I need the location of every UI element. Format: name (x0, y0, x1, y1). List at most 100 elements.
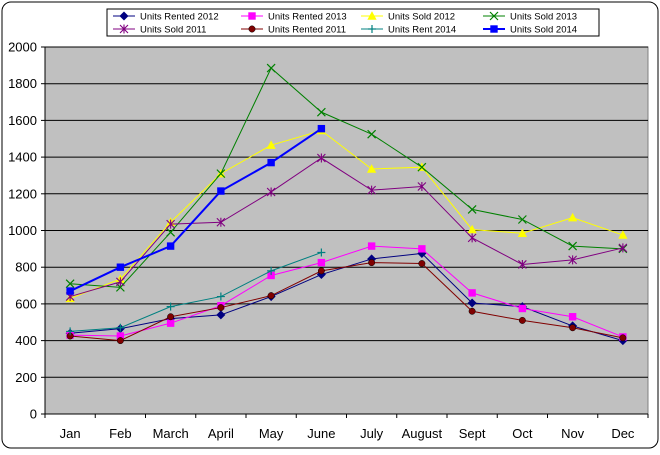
x-tick-label: Sept (459, 426, 486, 441)
data-point (618, 230, 628, 239)
legend-swatch-marker (490, 25, 498, 33)
data-point (316, 153, 326, 163)
data-point (216, 292, 225, 301)
series-line (70, 245, 624, 338)
series-line (69, 157, 623, 298)
legend-item: Units Rented 2012 (113, 11, 219, 23)
data-point (166, 219, 176, 229)
data-point (166, 227, 176, 237)
data-point (467, 298, 477, 308)
x-tick-label: Nov (561, 426, 585, 441)
data-point (367, 185, 377, 195)
y-tick-label: 1200 (8, 186, 37, 201)
data-point (167, 313, 175, 321)
y-tick-label: 800 (15, 260, 37, 275)
y-tick-label: 1400 (8, 150, 37, 165)
data-point (65, 279, 75, 289)
y-tick-label: 1600 (8, 113, 37, 128)
data-point (317, 258, 326, 267)
data-point (468, 307, 476, 315)
legend-label: Units Rented 2012 (140, 12, 219, 23)
data-point (267, 158, 275, 167)
data-point (267, 266, 276, 275)
data-point (66, 287, 74, 295)
data-point (568, 241, 578, 251)
y-tick-label: 0 (30, 407, 37, 422)
x-tick-label: May (259, 426, 284, 441)
data-point (216, 310, 226, 320)
data-point (417, 162, 427, 172)
data-point (619, 334, 627, 342)
x-tick-label: March (153, 426, 189, 441)
legend-item: Units Rent 2014 (361, 25, 456, 36)
data-point (518, 304, 527, 313)
data-point (267, 292, 275, 300)
legend-item: Units Rented 2013 (241, 12, 347, 23)
data-point (115, 277, 125, 287)
data-point (166, 242, 175, 250)
series-line (70, 67, 623, 288)
data-point (316, 270, 326, 280)
legend-item: Units Rented 2011 (241, 25, 346, 36)
data-point (517, 215, 527, 224)
data-point (467, 204, 477, 214)
legend-label: Units Rented 2011 (268, 25, 346, 36)
x-tick-label: Jan (60, 426, 81, 441)
data-point (568, 313, 577, 321)
series-units-sold-2014 (66, 124, 326, 295)
legend-swatch-marker (489, 11, 499, 21)
legend-label: Units Sold 2014 (510, 25, 577, 36)
legend-swatch-marker (119, 24, 129, 34)
data-point (166, 319, 175, 327)
legend (106, 8, 600, 37)
y-tick-label: 1800 (8, 76, 37, 91)
y-tick-label: 2000 (8, 40, 37, 55)
data-point (367, 129, 377, 139)
legend-item: Units Sold 2014 (483, 25, 577, 36)
series-line (69, 127, 322, 292)
data-point (467, 224, 477, 234)
data-point (317, 248, 326, 257)
series-line (69, 129, 624, 299)
series-line (70, 262, 623, 342)
data-point (217, 304, 225, 312)
series-units-rent-2014 (66, 248, 326, 336)
data-point (517, 259, 527, 269)
legend-label: Units Rent 2014 (388, 25, 456, 36)
series-units-rented-2013 (66, 242, 627, 341)
data-point (316, 107, 326, 117)
legend-item: Units Sold 2012 (361, 11, 455, 23)
legend-swatch-marker (248, 12, 256, 20)
legend-swatch-marker (248, 25, 256, 33)
series-units-sold-2011 (65, 153, 628, 302)
legend-swatch-marker (119, 11, 129, 21)
y-tick-label: 400 (15, 333, 37, 348)
series-units-sold-2013 (65, 63, 628, 292)
y-tick-label: 600 (15, 296, 37, 311)
data-point (517, 228, 528, 237)
y-tick-label: 1000 (8, 223, 37, 238)
legend-item: Units Sold 2013 (483, 12, 577, 23)
x-tick-label: Dec (611, 426, 635, 441)
legend-label: Units Sold 2011 (140, 25, 206, 36)
x-tick-label: Oct (512, 426, 533, 441)
legend-label: Units Rented 2013 (268, 12, 347, 23)
x-tick-label: Feb (109, 426, 131, 441)
legend-swatch-marker (368, 25, 376, 33)
x-tick-label: April (208, 426, 234, 441)
series-units-rented-2011 (66, 259, 627, 345)
x-tick-label: July (360, 426, 384, 441)
data-point (116, 337, 124, 345)
data-point (266, 63, 276, 73)
data-point (266, 187, 276, 197)
data-point (569, 324, 577, 332)
data-point (317, 267, 325, 275)
data-point (618, 243, 628, 253)
legend-label: Units Sold 2012 (388, 12, 455, 23)
data-point (266, 140, 276, 149)
data-point (468, 289, 476, 297)
data-point (567, 212, 578, 222)
legend-swatch-marker (367, 11, 377, 20)
data-point (418, 260, 426, 267)
